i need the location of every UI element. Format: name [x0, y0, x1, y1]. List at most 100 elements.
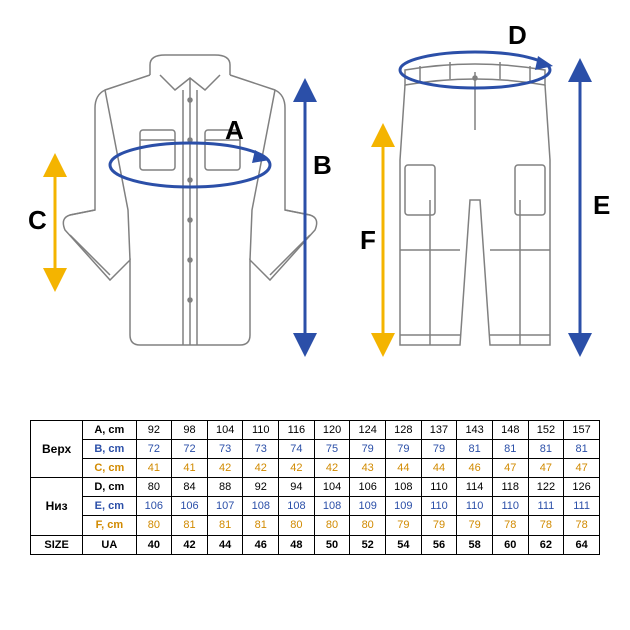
cell: 110 [492, 497, 528, 516]
cell: 108 [314, 497, 350, 516]
cell: 88 [207, 478, 243, 497]
cell: 109 [350, 497, 386, 516]
cell: 116 [279, 421, 315, 440]
cell: 44 [421, 459, 457, 478]
size-cell: 64 [564, 535, 600, 554]
cell: 143 [457, 421, 493, 440]
cell: 43 [350, 459, 386, 478]
size-cell: 50 [314, 535, 350, 554]
cell: 42 [207, 459, 243, 478]
cell: 108 [243, 497, 279, 516]
row-label: F, cm [83, 516, 136, 535]
cell: 79 [457, 516, 493, 535]
cell: 152 [528, 421, 564, 440]
cell: 110 [421, 478, 457, 497]
row-label: A, cm [83, 421, 136, 440]
cell: 79 [386, 440, 422, 459]
cell: 47 [528, 459, 564, 478]
size-table-area: ВерхA, cm9298104110116120124128137143148… [30, 420, 600, 555]
row-label: C, cm [83, 459, 136, 478]
label-c: C [28, 205, 47, 236]
label-b: B [313, 150, 332, 181]
size-cell: 54 [386, 535, 422, 554]
cell: 78 [528, 516, 564, 535]
cell: 79 [421, 440, 457, 459]
cell: 98 [172, 421, 208, 440]
cell: 42 [279, 459, 315, 478]
cell: 80 [279, 516, 315, 535]
cell: 111 [528, 497, 564, 516]
cell: 78 [564, 516, 600, 535]
cell: 81 [492, 440, 528, 459]
cell: 126 [564, 478, 600, 497]
cell: 81 [457, 440, 493, 459]
cell: 79 [386, 516, 422, 535]
cell: 41 [172, 459, 208, 478]
cell: 80 [136, 478, 172, 497]
cell: 73 [207, 440, 243, 459]
cell: 80 [136, 516, 172, 535]
cell: 75 [314, 440, 350, 459]
garment-diagram [0, 0, 630, 380]
cell: 47 [564, 459, 600, 478]
size-cell: 58 [457, 535, 493, 554]
cell: 128 [386, 421, 422, 440]
cell: 73 [243, 440, 279, 459]
size-cell: 46 [243, 535, 279, 554]
group-top: Верх [31, 421, 83, 478]
cell: 94 [279, 478, 315, 497]
cell: 122 [528, 478, 564, 497]
diagram-area: A B C D E F [0, 0, 630, 380]
cell: 80 [350, 516, 386, 535]
cell: 74 [279, 440, 315, 459]
cell: 104 [314, 478, 350, 497]
size-table: ВерхA, cm9298104110116120124128137143148… [30, 420, 600, 555]
cell: 79 [421, 516, 457, 535]
cell: 41 [136, 459, 172, 478]
cell: 81 [564, 440, 600, 459]
cell: 81 [528, 440, 564, 459]
label-d: D [508, 20, 527, 51]
cell: 108 [279, 497, 315, 516]
cell: 78 [492, 516, 528, 535]
row-label: E, cm [83, 497, 136, 516]
cell: 148 [492, 421, 528, 440]
cell: 110 [457, 497, 493, 516]
cell: 124 [350, 421, 386, 440]
row-label: B, cm [83, 440, 136, 459]
size-cell: 48 [279, 535, 315, 554]
row-label: D, cm [83, 478, 136, 497]
size-cell: 42 [172, 535, 208, 554]
cell: 79 [350, 440, 386, 459]
cell: 92 [136, 421, 172, 440]
size-label: SIZE [31, 535, 83, 554]
cell: 44 [386, 459, 422, 478]
shirt-outline [63, 55, 316, 345]
cell: 109 [386, 497, 422, 516]
cell: 110 [243, 421, 279, 440]
cell: 72 [172, 440, 208, 459]
pants-outline [400, 62, 550, 345]
cell: 106 [172, 497, 208, 516]
cell: 107 [207, 497, 243, 516]
cell: 111 [564, 497, 600, 516]
label-a: A [225, 115, 244, 146]
cell: 114 [457, 478, 493, 497]
cell: 42 [314, 459, 350, 478]
cell: 108 [386, 478, 422, 497]
cell: 81 [172, 516, 208, 535]
cell: 81 [243, 516, 279, 535]
cell: 157 [564, 421, 600, 440]
size-cell: 44 [207, 535, 243, 554]
cell: 72 [136, 440, 172, 459]
label-f: F [360, 225, 376, 256]
cell: 137 [421, 421, 457, 440]
size-cell: 62 [528, 535, 564, 554]
ua-label: UA [83, 535, 136, 554]
cell: 106 [350, 478, 386, 497]
cell: 118 [492, 478, 528, 497]
cell: 46 [457, 459, 493, 478]
cell: 47 [492, 459, 528, 478]
size-cell: 56 [421, 535, 457, 554]
group-bottom: Низ [31, 478, 83, 535]
